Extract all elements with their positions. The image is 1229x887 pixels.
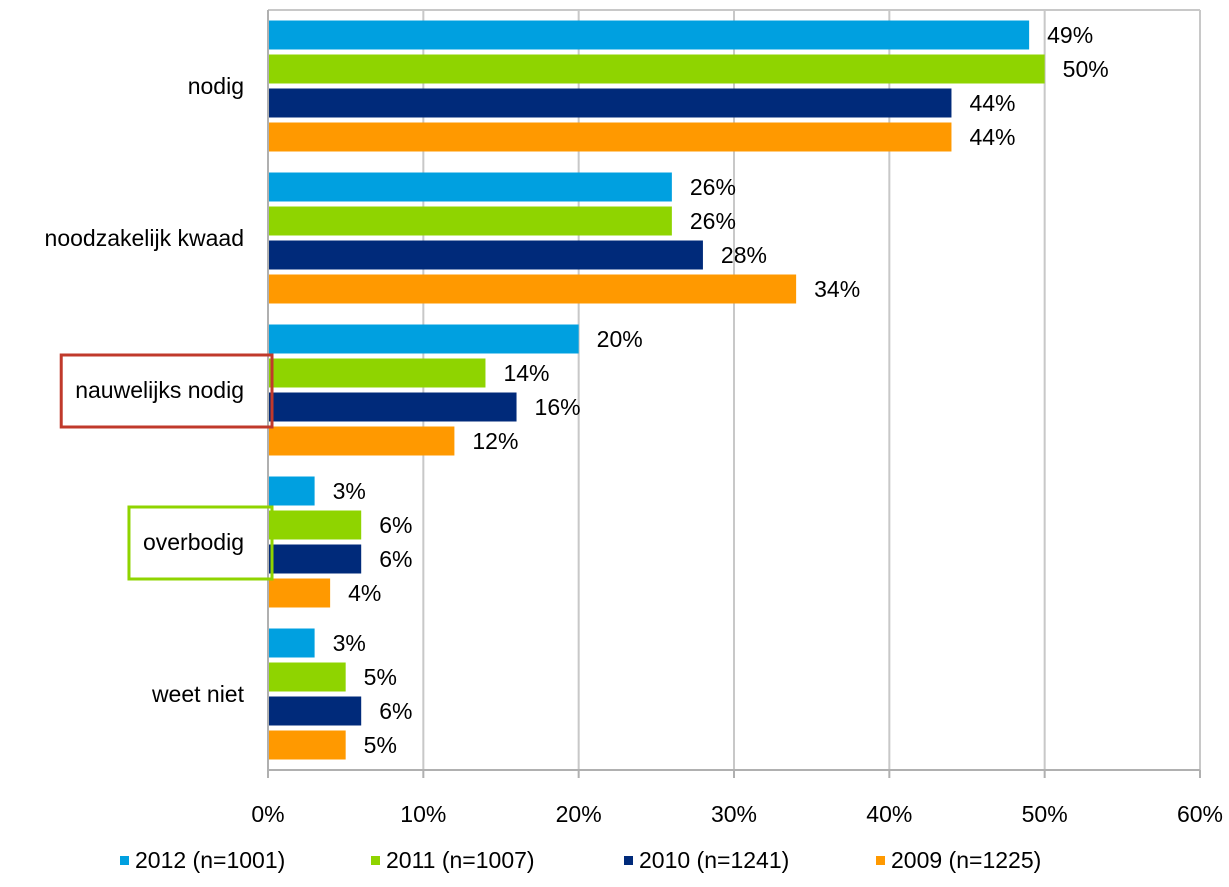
- bar-weet-niet-2011-n-1007: [269, 662, 346, 692]
- legend: 2012 (n=1001) 2011 (n=1007) 2010 (n=1241) 2…: [120, 847, 1041, 873]
- data-label: 6%: [379, 698, 412, 724]
- category-label-noodzakelijk-kwaad: noodzakelijk kwaad: [45, 225, 244, 251]
- category-labels: nodig noodzakelijk kwaad nauwelijks nodig o…: [45, 73, 274, 707]
- bar-weet-niet-2009-n-1225: [269, 730, 346, 760]
- legend-label-2010-n-1241: 2010 (n=1241): [639, 847, 789, 873]
- x-tick-label: 10%: [400, 801, 446, 827]
- bar-overbodig-2012-n-1001: [269, 476, 315, 506]
- data-label: 20%: [597, 326, 643, 352]
- legend-swatch-2012-n-1001: [120, 856, 129, 865]
- bars: 49% 50% 44% 44% 26% 26% 28% 34% 20% 14% 16% 12% 3% 6%…: [269, 20, 1109, 760]
- legend-swatch-2011-n-1007: [371, 856, 380, 865]
- x-tick-label: 0%: [251, 801, 284, 827]
- legend-label-2011-n-1007: 2011 (n=1007): [386, 847, 535, 873]
- data-label: 26%: [690, 208, 736, 234]
- x-tick-label: 20%: [556, 801, 602, 827]
- bar-nauwelijks-nodig-2012-n-1001: [269, 324, 579, 354]
- data-label: 3%: [333, 630, 366, 656]
- bar-nauwelijks-nodig-2011-n-1007: [269, 358, 486, 388]
- axes: [267, 10, 1201, 778]
- bar-noodzakelijk-kwaad-2012-n-1001: [269, 172, 672, 202]
- data-label: 6%: [379, 546, 412, 572]
- data-label: 12%: [472, 428, 518, 454]
- highlight-box-overbodig: [127, 505, 274, 581]
- data-label: 6%: [379, 512, 412, 538]
- data-label: 34%: [814, 276, 860, 302]
- bar-nodig-2009-n-1225: [269, 122, 952, 152]
- bar-nodig-2011-n-1007: [269, 54, 1045, 84]
- data-label: 4%: [348, 580, 381, 606]
- data-label: 14%: [503, 360, 549, 386]
- data-label: 44%: [969, 124, 1015, 150]
- data-label: 49%: [1047, 22, 1093, 48]
- x-tick-label: 60%: [1177, 801, 1223, 827]
- bar-noodzakelijk-kwaad-2009-n-1225: [269, 274, 797, 304]
- x-tick-label: 30%: [711, 801, 757, 827]
- legend-swatch-2010-n-1241: [624, 856, 633, 865]
- bar-overbodig-2010-n-1241: [269, 544, 362, 574]
- bar-overbodig-2009-n-1225: [269, 578, 331, 608]
- data-label: 5%: [364, 732, 397, 758]
- legend-label-2012-n-1001: 2012 (n=1001): [135, 847, 285, 873]
- bar-nauwelijks-nodig-2009-n-1225: [269, 426, 455, 456]
- bar-nodig-2012-n-1001: [269, 20, 1030, 50]
- legend-label-2009-n-1225: 2009 (n=1225): [891, 847, 1041, 873]
- data-label: 5%: [364, 664, 397, 690]
- bar-weet-niet-2012-n-1001: [269, 628, 315, 658]
- legend-swatch-2009-n-1225: [876, 856, 885, 865]
- bar-noodzakelijk-kwaad-2011-n-1007: [269, 206, 672, 236]
- bar-noodzakelijk-kwaad-2010-n-1241: [269, 240, 703, 270]
- data-label: 28%: [721, 242, 767, 268]
- data-label: 44%: [969, 90, 1015, 116]
- bar-nauwelijks-nodig-2010-n-1241: [269, 392, 517, 422]
- bar-nodig-2010-n-1241: [269, 88, 952, 118]
- x-tick-label: 50%: [1022, 801, 1068, 827]
- bar-weet-niet-2010-n-1241: [269, 696, 362, 726]
- data-label: 3%: [333, 478, 366, 504]
- x-tick-labels: 0% 10% 20% 30% 40% 50% 60%: [251, 801, 1223, 827]
- highlight-box-nauwelijks-nodig: [59, 353, 274, 429]
- x-tick-label: 40%: [866, 801, 912, 827]
- data-label: 26%: [690, 174, 736, 200]
- category-label-weet-niet: weet niet: [151, 681, 245, 707]
- data-label: 50%: [1063, 56, 1109, 82]
- category-label-nodig: nodig: [188, 73, 244, 99]
- bar-overbodig-2011-n-1007: [269, 510, 362, 540]
- category-label-overbodig: overbodig: [143, 529, 244, 555]
- data-label: 16%: [535, 394, 581, 420]
- category-label-nauwelijks-nodig: nauwelijks nodig: [75, 377, 244, 403]
